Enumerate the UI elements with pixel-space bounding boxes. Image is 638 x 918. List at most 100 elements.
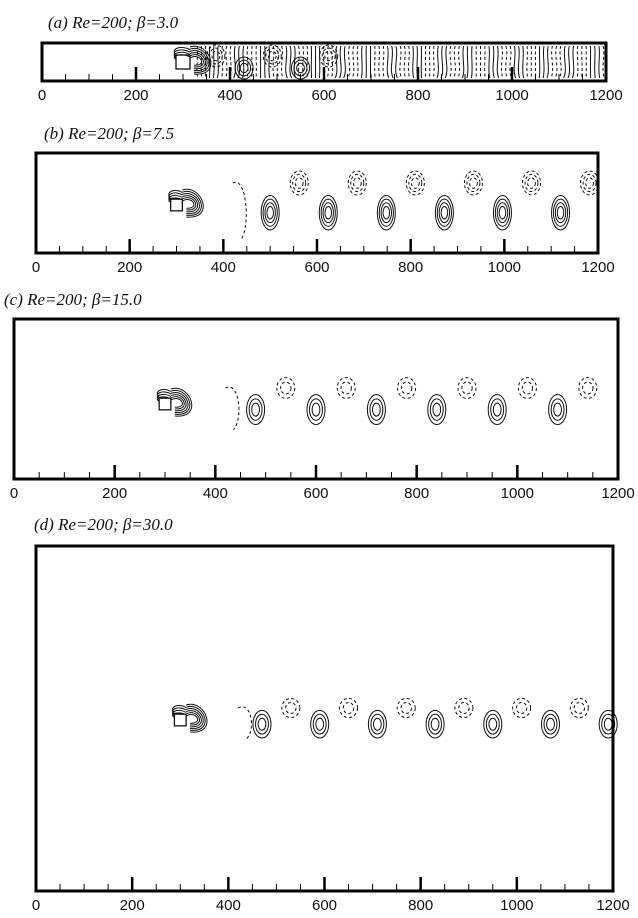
near-wake-contour — [172, 712, 187, 718]
near-wake-contour — [156, 396, 172, 402]
channel-contour — [302, 45, 305, 79]
channel-contour — [550, 45, 554, 79]
negative-vortex-contour — [206, 44, 226, 68]
near-wake-contour — [170, 389, 191, 415]
positive-vortex-contour — [494, 198, 511, 227]
negative-vortex-contour — [463, 170, 483, 196]
channel-contour — [250, 45, 253, 79]
positive-vortex-contour — [372, 402, 381, 417]
near-wake-contour — [182, 190, 202, 216]
channel-contour — [457, 45, 461, 79]
channel-contour — [558, 45, 562, 79]
positive-vortex-contour — [266, 205, 274, 220]
tick-label: 0 — [32, 259, 40, 276]
near-wake-contour — [185, 714, 199, 724]
positive-vortex-contour — [293, 59, 308, 77]
channel-contour — [216, 45, 219, 79]
square-cylinder — [169, 198, 183, 212]
positive-vortex-contour — [257, 717, 267, 731]
negative-vortex-contour — [397, 377, 417, 399]
negative-vortex-contour — [405, 170, 425, 196]
positive-vortex-contour — [496, 202, 509, 224]
tick-label: 0 — [10, 485, 18, 502]
channel-contour — [220, 45, 224, 79]
channel-contour — [594, 45, 596, 79]
near-wake-contour — [185, 712, 200, 726]
positive-vortex-contour — [432, 402, 442, 417]
positive-vortex-contour — [485, 713, 500, 735]
negative-vortex-contour — [352, 177, 362, 189]
positive-vortex-contour — [251, 402, 261, 417]
positive-vortex-contour — [255, 713, 269, 735]
positive-vortex-contour — [427, 394, 447, 426]
channel-contour — [500, 45, 504, 79]
channel-contour — [484, 45, 486, 79]
negative-vortex-contour — [347, 170, 367, 196]
tick-label: 200 — [102, 485, 127, 502]
negative-vortex-contour — [408, 173, 423, 193]
channel-contour — [293, 45, 297, 79]
positive-vortex-contour — [252, 709, 272, 739]
positive-vortex-contour — [552, 198, 569, 227]
channel-contour — [343, 45, 346, 79]
channel-contour — [237, 45, 241, 79]
negative-vortex-contour — [339, 697, 359, 719]
tick-label: 1200 — [596, 897, 629, 914]
panel-c-x-axis: 0 200 400 600 800 1000 1200 — [10, 465, 635, 502]
channel-contour — [470, 45, 473, 79]
tick-label: 1000 — [488, 259, 521, 276]
positive-vortex-contour — [556, 205, 565, 220]
near-wake-contour — [182, 188, 204, 218]
positive-vortex-contour — [315, 717, 325, 731]
panel-b-contours — [168, 170, 600, 241]
positive-vortex-contour — [492, 402, 502, 417]
channel-contour — [538, 45, 541, 79]
tick-label: 200 — [123, 87, 148, 104]
tick-label: 400 — [203, 485, 228, 502]
panel-a-contours — [173, 44, 605, 80]
tick-label: 200 — [117, 259, 142, 276]
channel-contour — [347, 45, 351, 79]
negative-vortex-contour — [521, 170, 541, 196]
negative-vortex-contour — [461, 381, 473, 395]
near-wake-contour — [170, 398, 183, 408]
channel-contour — [356, 45, 359, 79]
channel-contour — [513, 45, 517, 79]
channel-contour — [567, 45, 571, 79]
tick-label: 1000 — [495, 87, 528, 104]
negative-vortex-contour — [410, 177, 420, 189]
negative-vortex-contour — [285, 701, 297, 715]
positive-vortex-contour — [264, 202, 276, 224]
square-cylinder — [175, 54, 191, 70]
positive-vortex-contour — [318, 194, 338, 231]
negative-vortex-contour — [582, 173, 597, 193]
negative-vortex-contour — [321, 47, 336, 65]
channel-contour — [466, 45, 469, 79]
negative-vortex-contour — [292, 173, 307, 193]
channel-contour — [196, 45, 199, 79]
negative-vortex-contour — [396, 697, 416, 719]
channel-contour — [517, 45, 521, 79]
channel-contour — [289, 45, 293, 79]
near-wake-contour — [168, 197, 183, 203]
positive-vortex-contour — [434, 194, 454, 231]
near-wake-contour — [185, 708, 204, 729]
channel-contour — [272, 45, 275, 79]
positive-vortex-contour — [603, 717, 613, 731]
positive-vortex-contour — [425, 709, 445, 739]
positive-vortex-contour — [248, 398, 263, 421]
channel-contour — [360, 45, 363, 79]
negative-vortex-contour — [294, 177, 304, 189]
near-wake-contour — [173, 49, 191, 57]
negative-vortex-contour — [342, 701, 355, 715]
negative-vortex-contour — [265, 47, 280, 65]
positive-vortex-contour — [430, 717, 440, 731]
tick-label: 0 — [38, 87, 46, 104]
negative-vortex-contour — [512, 697, 532, 719]
negative-vortex-contour — [469, 177, 478, 189]
panel-b: (b) Re=200; β=7.5 0 200 400 600 800 1000 1200 — [32, 124, 615, 276]
shear-layer-contour — [237, 706, 253, 740]
near-wake-contour — [172, 709, 187, 716]
positive-vortex-contour — [262, 198, 278, 227]
channel-contour — [522, 45, 525, 79]
